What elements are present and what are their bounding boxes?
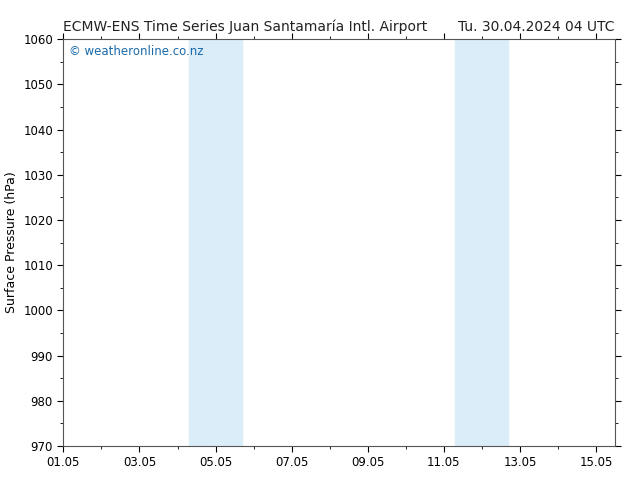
Text: ECMW-ENS Time Series Juan Santamaría Intl. Airport: ECMW-ENS Time Series Juan Santamaría Int…: [63, 20, 428, 34]
Bar: [189, 39, 242, 446]
Bar: [455, 39, 508, 446]
Text: Tu. 30.04.2024 04 UTC: Tu. 30.04.2024 04 UTC: [458, 20, 615, 34]
Text: © weatheronline.co.nz: © weatheronline.co.nz: [69, 45, 204, 58]
Y-axis label: Surface Pressure (hPa): Surface Pressure (hPa): [4, 172, 18, 314]
